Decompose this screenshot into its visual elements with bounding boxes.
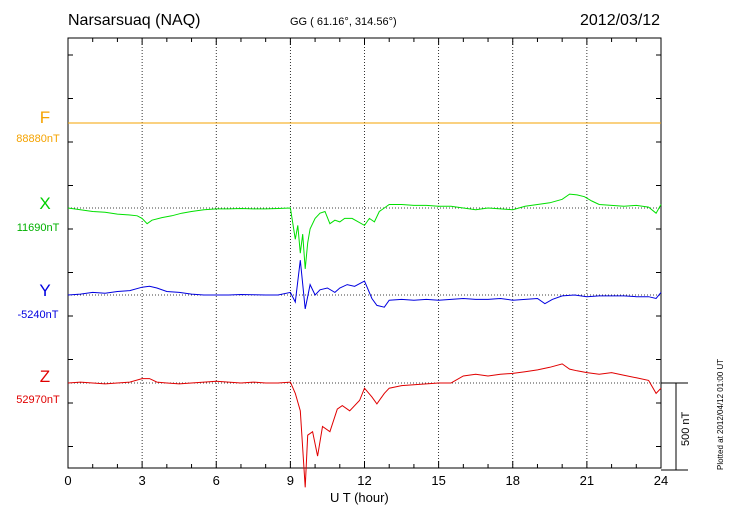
channel-f-baseline: 88880nT [16,133,60,145]
x-axis-label: U T (hour) [330,490,389,505]
data-series [67,122,662,488]
station-title: Narsarsuaq (NAQ) [68,12,201,29]
x-tick-label: 12 [357,473,371,488]
plotted-timestamp: Plotted at 2012/04/12 01:00 UT [716,358,725,470]
x-tick-labels: 0 3 6 9 12 15 18 21 24 [64,473,668,488]
x-tick-label: 24 [654,473,668,488]
x-tick-label: 21 [580,473,594,488]
x-tick-label: 6 [213,473,220,488]
scale-bar [661,382,688,471]
channel-y-baseline: -5240nT [17,309,59,321]
date-label: 2012/03/12 [580,12,661,29]
axis-ticks [67,38,662,468]
x-tick-label: 15 [431,473,445,488]
series-line-z [67,363,662,488]
geographic-coordinates: GG ( 61.16°, 314.56°) [290,16,397,28]
channel-y-letter: Y [39,281,51,300]
channel-x-baseline: 11690nT [16,222,60,234]
plot-frame [67,37,662,469]
x-tick-label: 3 [139,473,146,488]
channel-z-letter: Z [39,367,51,386]
channel-x-letter: X [39,194,51,213]
scale-bar-label: 500 nT [680,411,692,446]
series-line-y [67,260,662,309]
series-line-x [67,193,662,269]
grid-lines [68,38,661,468]
channel-f-letter: F [39,108,51,127]
x-tick-label: 9 [287,473,294,488]
channel-z-baseline: 52970nT [16,394,60,406]
x-tick-label: 0 [64,473,71,488]
x-tick-label: 18 [506,473,520,488]
